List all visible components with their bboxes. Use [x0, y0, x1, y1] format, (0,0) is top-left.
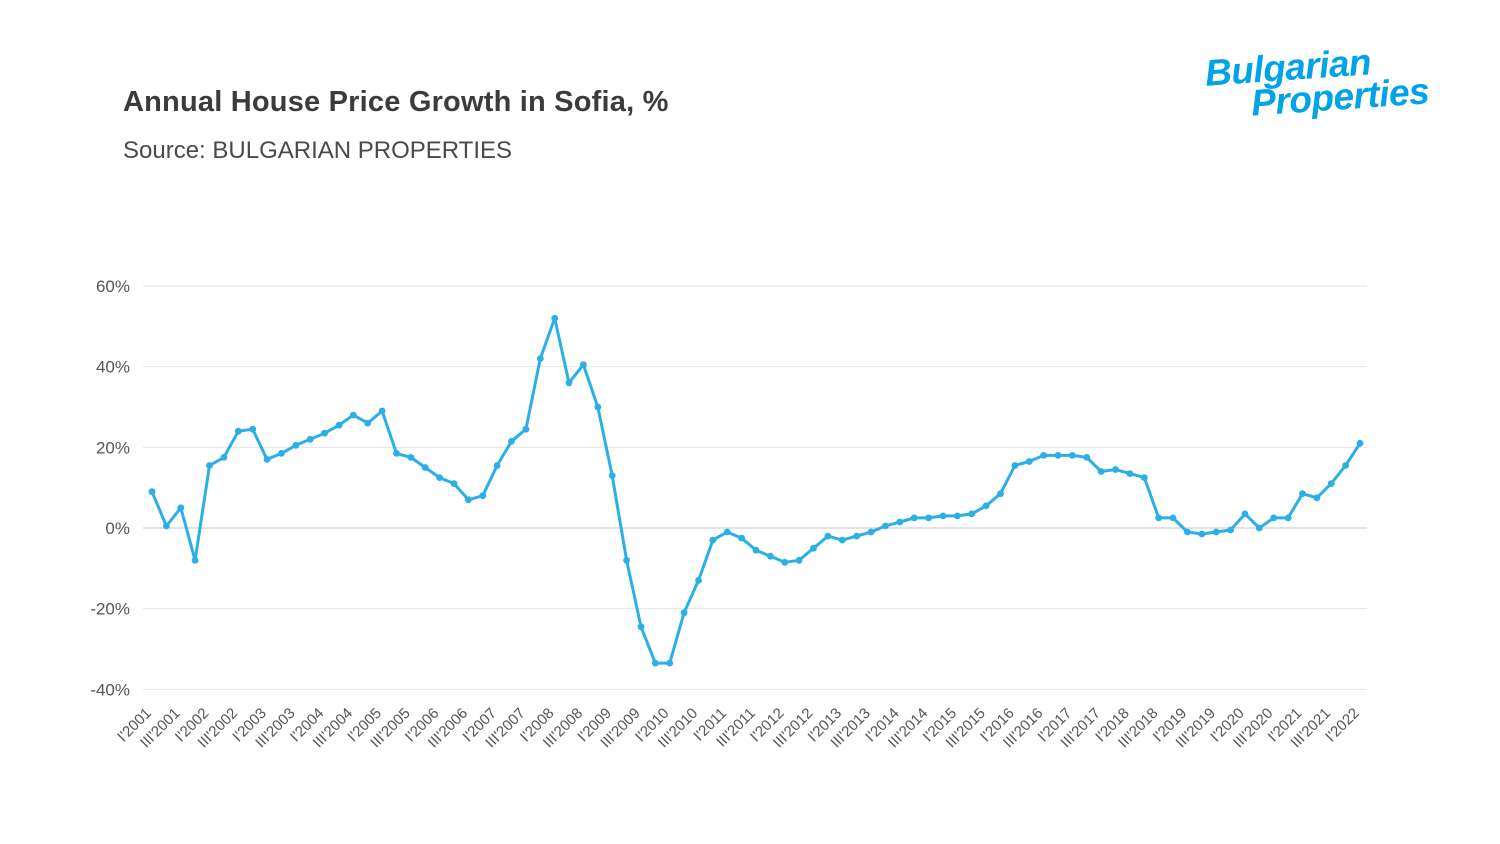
data-point-marker [637, 623, 645, 631]
x-axis-tick-label: I'2022 [1322, 705, 1363, 746]
data-point-marker [580, 361, 587, 369]
data-point-marker [925, 514, 932, 522]
data-point-marker [896, 518, 904, 526]
data-point-marker [1040, 452, 1047, 459]
data-point-marker [781, 558, 789, 566]
data-point-marker [220, 454, 228, 461]
data-point-marker [1126, 470, 1134, 477]
data-point-marker [968, 510, 976, 518]
data-point-marker [853, 532, 861, 540]
data-point-marker [594, 403, 602, 411]
data-point-marker [206, 462, 213, 469]
data-point-marker [1112, 466, 1119, 473]
price-growth-line [150, 316, 1362, 665]
data-point-marker [738, 534, 745, 542]
data-point-marker [1270, 514, 1278, 522]
chart-source: Source: BULGARIAN PROPERTIES [123, 137, 513, 164]
data-point-marker [321, 429, 328, 437]
data-point-marker [1255, 524, 1263, 532]
data-point-marker [565, 379, 573, 387]
data-point-marker [1313, 494, 1321, 502]
data-point-marker [939, 512, 947, 520]
data-point-marker [1342, 462, 1349, 469]
data-point-marker [680, 609, 688, 617]
data-point-marker [810, 544, 817, 552]
data-point-marker [1212, 528, 1220, 536]
y-axis-tick-label: -40% [90, 680, 130, 699]
data-point-marker [421, 464, 429, 471]
data-point-marker [148, 488, 156, 496]
data-point-marker [364, 419, 372, 427]
data-point-marker [795, 556, 803, 564]
y-axis-tick-label: 0% [105, 519, 130, 538]
data-point-marker [997, 490, 1004, 498]
data-point-marker [278, 450, 285, 457]
data-point-marker [953, 512, 961, 520]
data-point-marker [752, 546, 760, 554]
data-point-marker [1155, 514, 1163, 522]
data-point-marker [508, 437, 515, 445]
data-point-marker [234, 427, 242, 435]
data-point-marker [1227, 526, 1234, 534]
data-point-marker [465, 496, 472, 504]
data-point-marker [1299, 490, 1306, 498]
data-point-marker [695, 577, 702, 584]
data-point-marker [1011, 462, 1019, 469]
y-axis-tick-label: -20% [90, 600, 130, 619]
data-point-marker [191, 556, 199, 564]
chart-title: Annual House Price Growth in Sofia, % [123, 86, 669, 118]
data-point-marker [407, 454, 415, 461]
data-point-marker [982, 502, 990, 510]
data-point-marker [249, 425, 257, 433]
data-point-marker [292, 441, 300, 449]
data-point-marker [1083, 454, 1091, 461]
data-point-marker [767, 552, 774, 560]
data-point-marker [1169, 514, 1177, 522]
data-point-marker [709, 536, 717, 544]
data-point-marker [882, 522, 889, 530]
data-point-marker [1198, 530, 1206, 538]
data-point-marker [479, 492, 487, 500]
data-point-marker [623, 556, 630, 564]
data-point-marker [867, 528, 875, 536]
data-point-marker [263, 456, 271, 463]
data-point-marker [306, 435, 314, 443]
y-axis-tick-label: 20% [96, 438, 130, 457]
data-point-marker [551, 314, 559, 322]
data-point-marker [1054, 452, 1062, 459]
data-point-marker [493, 462, 501, 469]
data-point-marker [1356, 439, 1364, 447]
data-point-marker [1327, 480, 1335, 487]
data-point-marker [608, 472, 616, 479]
data-point-marker [1140, 474, 1148, 481]
data-point-marker [163, 522, 170, 530]
data-point-marker [522, 425, 530, 433]
data-point-marker [723, 528, 731, 536]
data-point-marker [1069, 452, 1076, 459]
data-point-marker [1025, 458, 1033, 465]
data-point-marker [666, 659, 674, 667]
y-axis-tick-label: 60% [96, 277, 130, 296]
data-point-marker [838, 536, 846, 544]
data-point-marker [436, 474, 443, 481]
data-point-marker [910, 514, 918, 522]
data-point-marker [1097, 468, 1105, 475]
data-point-marker [378, 407, 386, 415]
data-point-marker [1284, 514, 1292, 522]
data-point-marker [335, 421, 343, 429]
data-point-marker [1184, 528, 1191, 536]
data-point-marker [1241, 510, 1249, 518]
data-point-marker [536, 355, 544, 362]
y-axis-tick-label: 40% [96, 358, 130, 377]
data-point-marker [450, 480, 458, 487]
data-point-marker [824, 532, 832, 540]
data-point-marker [349, 411, 357, 419]
data-point-marker [177, 504, 185, 512]
data-point-marker [651, 659, 659, 667]
chart-header: Annual House Price Growth in Sofia, % So… [123, 86, 669, 165]
data-point-marker [393, 450, 400, 457]
